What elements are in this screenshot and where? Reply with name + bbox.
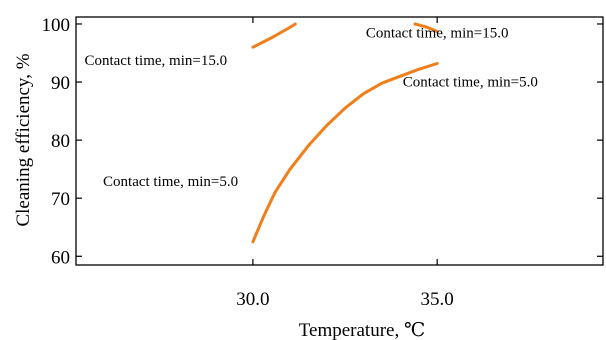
series-line-3 — [413, 22, 439, 33]
series-line-1 — [251, 62, 439, 244]
y-tick-label: 70 — [51, 189, 70, 210]
contour-label: Contact time, min=5.0 — [103, 174, 238, 190]
plot-frame — [75, 16, 604, 266]
y-tick-label: 80 — [51, 131, 70, 152]
y-tick-label: 90 — [51, 73, 70, 94]
x-tick-label: 30.0 — [236, 289, 269, 310]
annotation-layer: Contact time, min=15.0 Contact time, min=… — [84, 25, 537, 190]
contour-label: Contact time, min=5.0 — [403, 75, 538, 91]
series-layer — [251, 22, 439, 244]
contour-label: Contact time, min=15.0 — [84, 53, 227, 69]
x-axis-title: Temperature, ℃ — [299, 320, 425, 340]
axis-ticks: 60 70 80 90 100 30.0 35.0 — [42, 15, 603, 310]
y-axis-title: Cleaning efficiency, % — [13, 53, 34, 226]
series-line-2 — [251, 22, 297, 49]
contour-label: Contact time, min=15.0 — [366, 25, 509, 41]
y-tick-label: 100 — [42, 15, 71, 36]
y-tick-label: 60 — [51, 247, 70, 268]
plot-area-border — [75, 16, 604, 266]
x-tick-label: 35.0 — [421, 289, 454, 310]
